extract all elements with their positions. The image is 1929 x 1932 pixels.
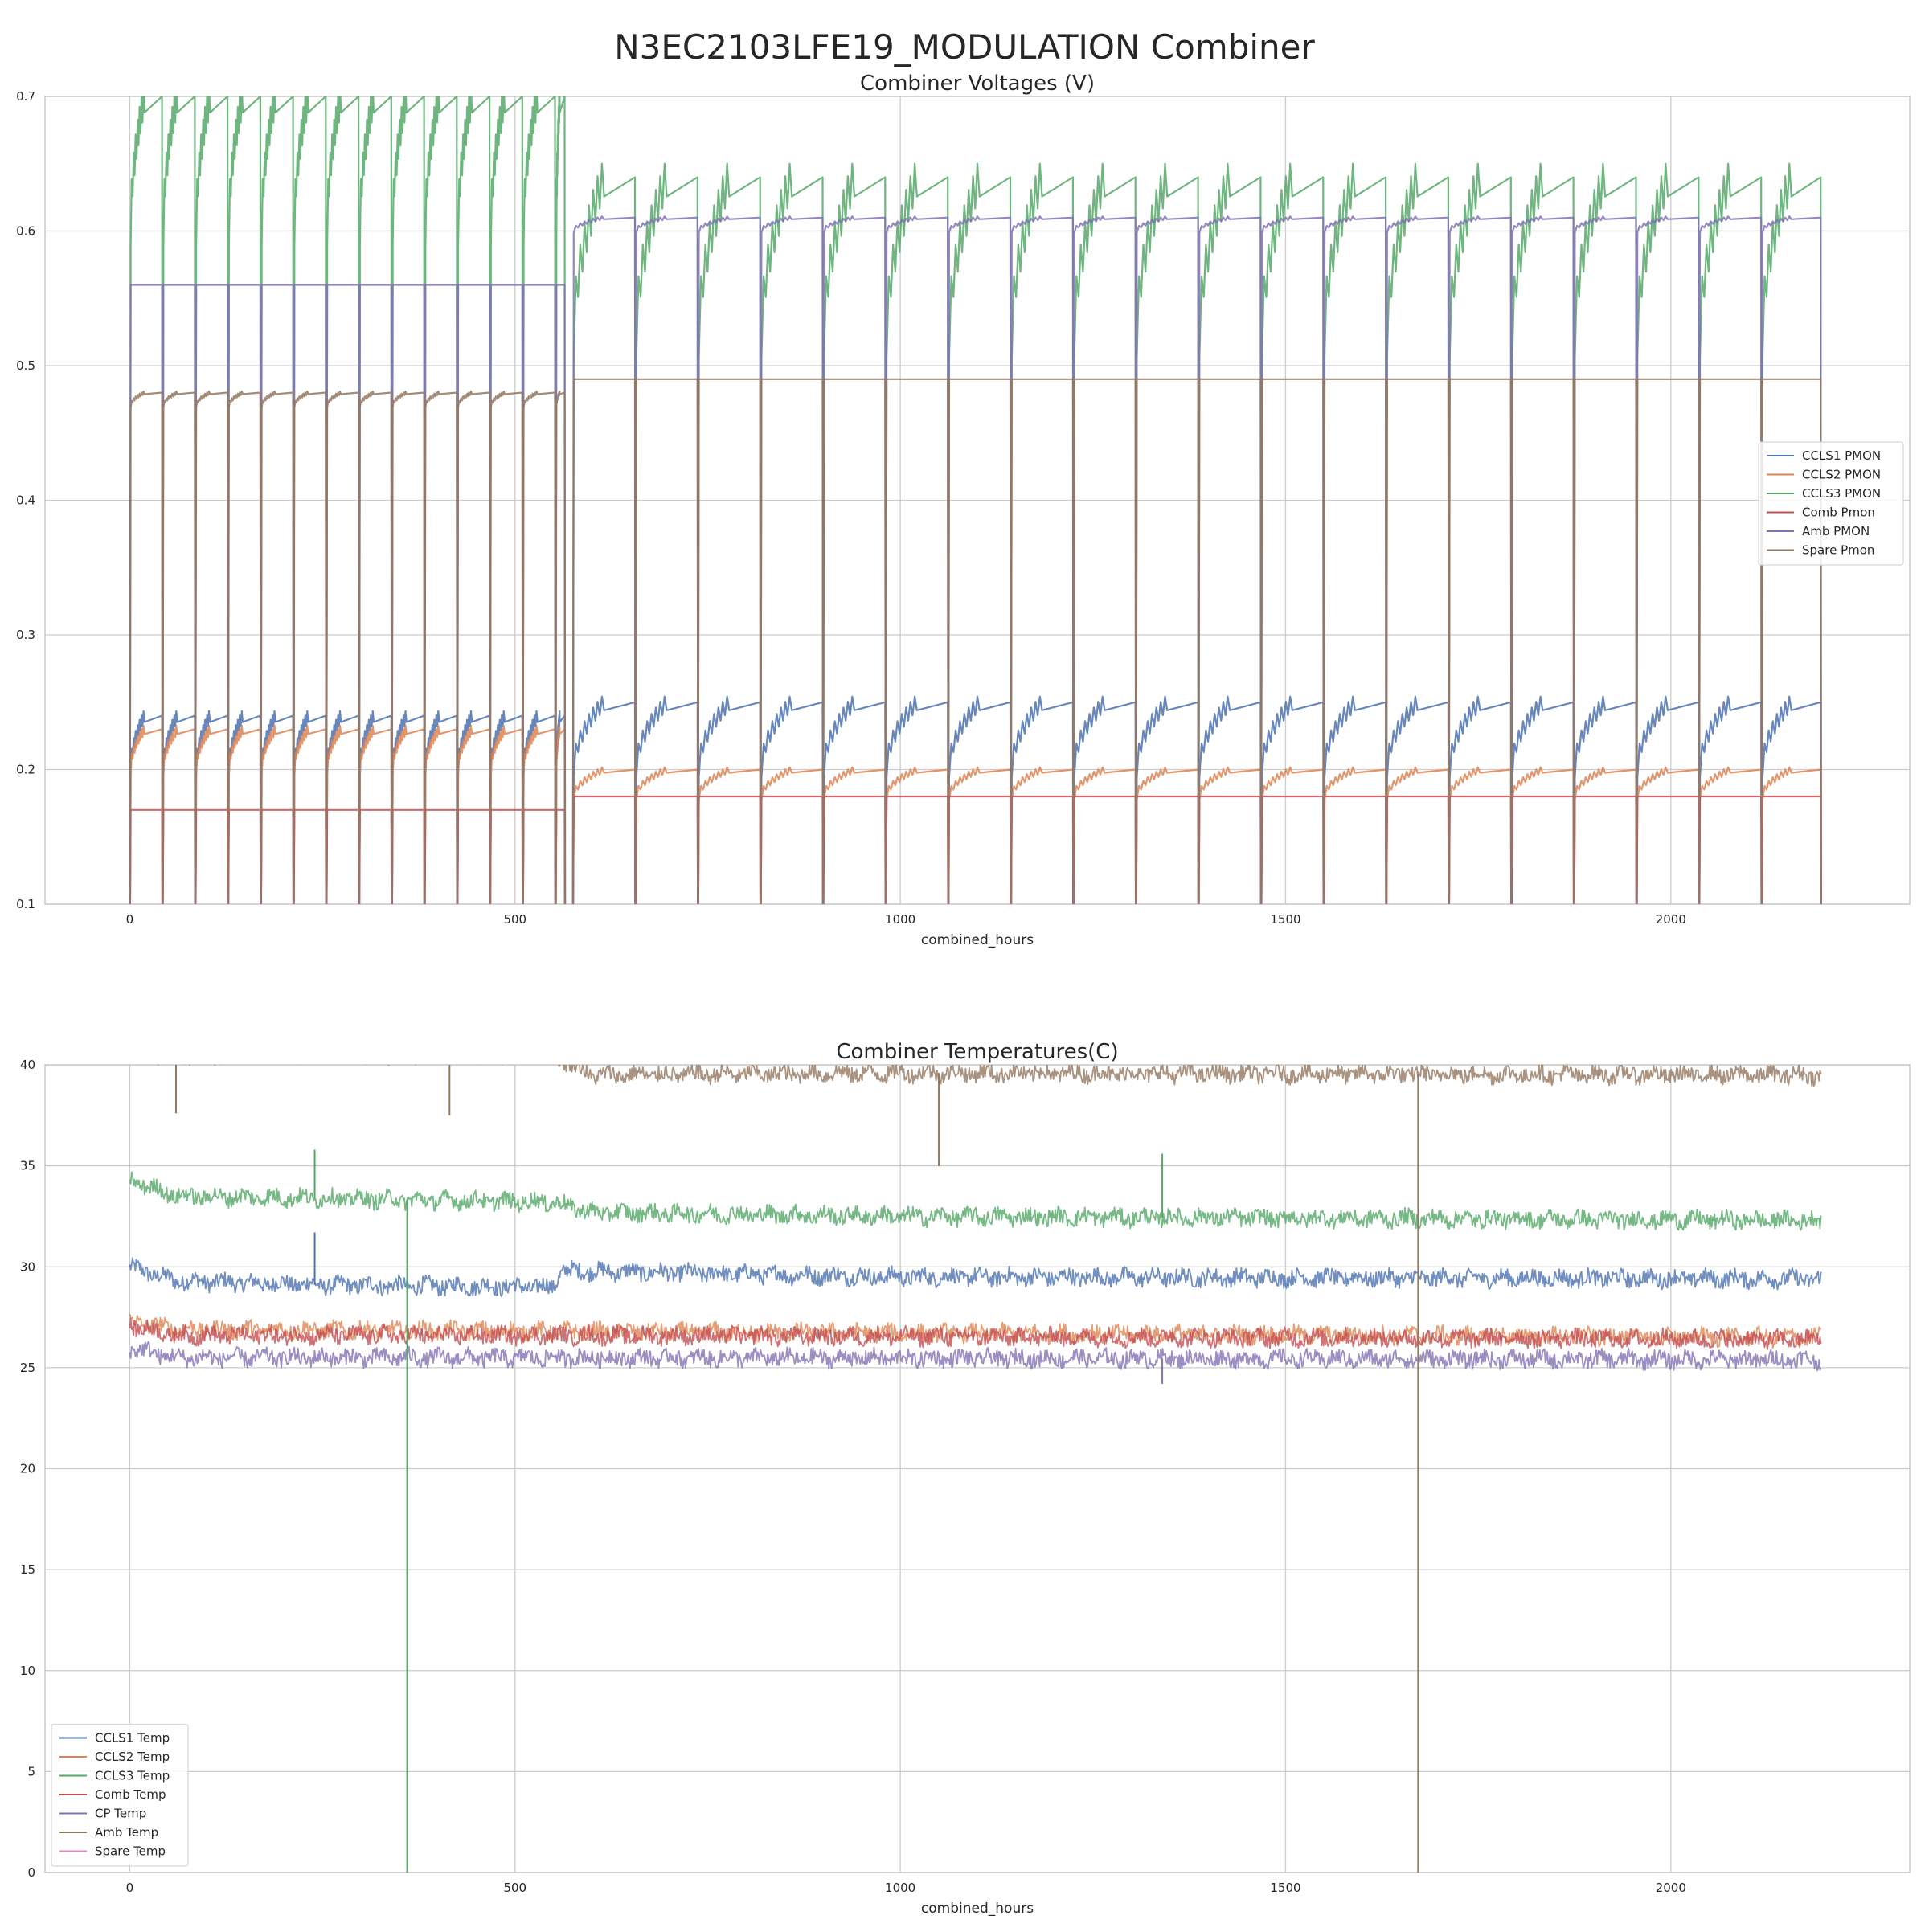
series-line [129, 96, 1822, 904]
legend-label: CCLS3 PMON [1802, 486, 1881, 501]
x-tick-label: 2000 [1656, 912, 1686, 927]
legend: CCLS1 PMON CCLS2 PMON CCLS3 PMON Comb Pmon A… [1758, 441, 1904, 566]
y-tick-label: 5 [27, 1764, 35, 1779]
series-line [158, 1065, 1822, 1087]
y-tick-label: 35 [20, 1159, 35, 1173]
chart-panel-1: 0 500 1000 1500 2000 0.1 0.2 0.3 0.4 0.5 0.6 0.7 Com… [16, 72, 1911, 948]
legend-label: CCLS3 Temp [95, 1769, 170, 1783]
legend-label: Comb Temp [95, 1787, 166, 1802]
legend-label: CP Temp [95, 1807, 146, 1821]
legend-box [51, 1723, 189, 1867]
y-tick-label: 20 [20, 1462, 35, 1476]
x-tick-label: 500 [503, 1881, 526, 1895]
x-tick-label: 1500 [1270, 912, 1300, 927]
series-line [129, 1317, 1822, 1351]
x-tick-label: 1000 [885, 912, 915, 927]
legend-label: Amb PMON [1802, 524, 1870, 538]
series-line [129, 378, 1822, 904]
x-axis-label: combined_hours [921, 1901, 1034, 1917]
y-tick-label: 0.7 [16, 89, 35, 104]
y-tick-label: 30 [20, 1259, 35, 1274]
series-line [129, 724, 1822, 904]
x-tick-label: 0 [126, 1881, 134, 1895]
figure-title: N3EC2103LFE19_MODULATION Combiner [614, 27, 1315, 67]
legend-label: Amb Temp [95, 1825, 158, 1840]
chart-title: Combiner Temperatures(C) [836, 1040, 1118, 1064]
series-line [129, 795, 1822, 904]
chart-panel-2: 0 500 1000 1500 2000 0 5 10 15 20 25 30 35 40 Combiner… [20, 1040, 1911, 1917]
y-tick-label: 40 [20, 1058, 35, 1072]
legend-box [1758, 441, 1904, 566]
x-tick-label: 1500 [1270, 1881, 1300, 1895]
series-line [129, 215, 1822, 904]
legend-label: Comb Pmon [1802, 506, 1875, 520]
x-axis-label: combined_hours [921, 932, 1034, 948]
plot-area [129, 96, 1822, 904]
series-line [129, 695, 1822, 904]
y-tick-label: 0.1 [16, 897, 35, 911]
y-tick-label: 0 [27, 1865, 35, 1880]
y-tick-label: 0.5 [16, 358, 35, 373]
legend: CCLS1 Temp CCLS2 Temp CCLS3 Temp Comb Temp C… [51, 1723, 189, 1867]
legend-label: CCLS2 PMON [1802, 468, 1881, 482]
x-tick-label: 2000 [1656, 1881, 1686, 1895]
plot-area [129, 1065, 1822, 1873]
plot-frame [44, 1064, 1911, 1873]
series-line [129, 1171, 1822, 1231]
series-line [129, 1341, 1822, 1372]
legend-label: CCLS2 Temp [95, 1750, 170, 1764]
legend-label: Spare Pmon [1802, 543, 1874, 558]
legend-label: CCLS1 PMON [1802, 448, 1881, 463]
y-tick-label: 0.2 [16, 763, 35, 777]
y-tick-label: 25 [20, 1361, 35, 1375]
y-tick-label: 10 [20, 1664, 35, 1678]
x-tick-label: 1000 [885, 1881, 915, 1895]
legend-label: Spare Temp [95, 1844, 166, 1859]
y-tick-label: 0.3 [16, 628, 35, 642]
chart-title: Combiner Voltages (V) [860, 72, 1095, 96]
x-tick-label: 500 [503, 912, 526, 927]
y-tick-label: 15 [20, 1562, 35, 1577]
legend-label: CCLS1 Temp [95, 1731, 170, 1746]
y-tick-label: 0.6 [16, 224, 35, 239]
y-tick-label: 0.4 [16, 493, 35, 508]
x-tick-label: 0 [126, 912, 134, 927]
series-line [129, 1257, 1822, 1298]
plot-frame [44, 96, 1911, 905]
